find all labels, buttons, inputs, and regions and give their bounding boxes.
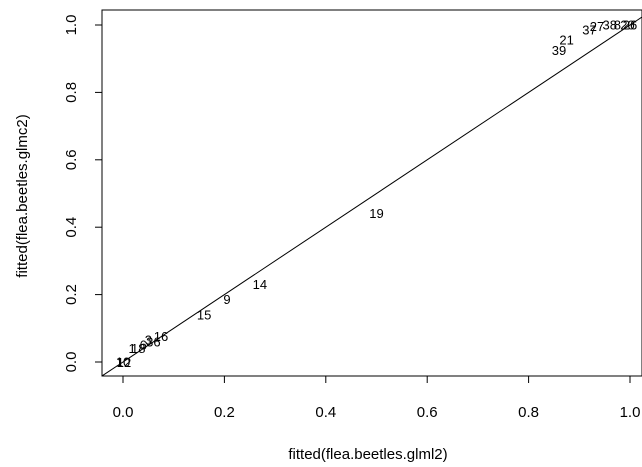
reference-line [101, 16, 642, 377]
point-label: 21 [559, 33, 573, 48]
x-axis: 0.0 0.2 0.4 0.6 0.8 1.0 [113, 376, 641, 421]
point-label: 16 [154, 329, 168, 344]
y-tick-label: 0.6 [63, 149, 80, 170]
plot-area [101, 9, 642, 377]
point-label: 27 [590, 19, 604, 34]
point-label: 12 [117, 355, 131, 370]
plot-frame [101, 9, 642, 377]
point-label: 10 [116, 355, 130, 370]
point-label: 37 [582, 23, 596, 38]
point-label: 1 [129, 341, 136, 356]
point-label: 6 [140, 338, 147, 353]
point-label: 8 [614, 18, 621, 33]
point-label: 19 [369, 206, 383, 221]
point-label: 3 [145, 333, 152, 348]
y-tick-label: 0.8 [63, 82, 80, 103]
y-tick-label: 1.0 [63, 15, 80, 36]
point-label: 26 [623, 18, 637, 33]
point-label: 36 [146, 334, 160, 349]
x-tick-label: 0.6 [417, 404, 438, 421]
y-axis: 0.0 0.2 0.4 0.6 0.8 1.0 [63, 15, 102, 373]
point-label: 20 [620, 18, 634, 33]
point-label: 9 [223, 292, 230, 307]
y-tick-label: 0.4 [63, 217, 80, 238]
x-tick-label: 0.4 [315, 404, 336, 421]
point-label: 14 [253, 277, 267, 292]
x-tick-label: 0.0 [113, 404, 134, 421]
point-label: 15 [197, 307, 211, 322]
x-tick-label: 0.2 [214, 404, 235, 421]
x-tick-label: 0.8 [518, 404, 539, 421]
x-axis-label: fitted(flea.beetles.glml2) [288, 446, 447, 463]
y-axis-label: fitted(flea.beetles.glmc2) [14, 114, 31, 277]
point-label: 39 [552, 43, 566, 58]
point-label: 38 [602, 18, 616, 33]
x-tick-label: 1.0 [620, 404, 641, 421]
y-tick-label: 0.0 [63, 352, 80, 373]
point-label: 18 [131, 341, 145, 356]
reference-line-group [101, 16, 642, 377]
y-tick-label: 0.2 [63, 284, 80, 305]
